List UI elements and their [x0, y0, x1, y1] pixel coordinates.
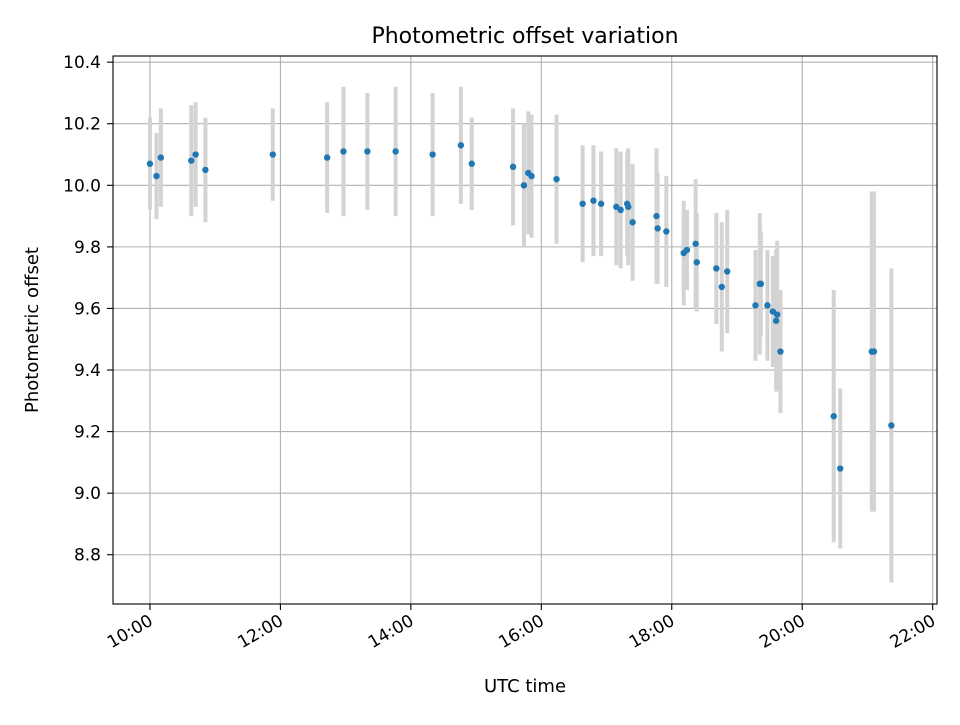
data-point: [269, 151, 276, 158]
data-point: [509, 163, 517, 171]
data-point: [520, 182, 528, 189]
data-point: [202, 166, 209, 174]
data-point: [752, 302, 759, 309]
y-tick-label: 10.0: [63, 176, 101, 196]
data-point: [764, 302, 771, 309]
data-point: [625, 203, 632, 211]
data-point: [157, 154, 165, 161]
data-point: [653, 212, 660, 220]
y-tick-label: 8.8: [74, 546, 101, 566]
data-point: [590, 197, 597, 204]
data-point: [654, 225, 661, 232]
data-point: [579, 200, 586, 207]
data-point: [457, 142, 465, 149]
data-point: [837, 465, 844, 472]
data-point: [617, 206, 624, 214]
data-point: [683, 246, 691, 254]
x-axis-label: UTC time: [484, 676, 566, 697]
data-point: [553, 175, 560, 183]
plot-frame: [112, 55, 938, 605]
data-point: [718, 283, 725, 291]
data-point: [774, 311, 781, 318]
data-point: [723, 268, 731, 275]
data-point: [888, 422, 895, 429]
data-point: [663, 228, 670, 235]
data-point: [597, 200, 605, 207]
y-tick-label: 10.2: [63, 115, 101, 135]
data-point: [692, 240, 699, 247]
data-point: [188, 157, 195, 164]
data-point: [153, 172, 160, 180]
y-tick-label: 9.4: [74, 361, 101, 381]
data-point: [757, 280, 765, 288]
data-point: [468, 160, 475, 167]
point-layer: [146, 142, 895, 472]
y-tick-label: 9.0: [74, 484, 101, 504]
data-point: [713, 265, 720, 272]
data-point: [772, 317, 780, 324]
data-point: [392, 148, 399, 155]
data-point: [777, 348, 784, 355]
data-point: [340, 148, 347, 155]
chart-title: Photometric offset variation: [371, 24, 678, 49]
data-point: [528, 172, 535, 180]
data-point: [429, 151, 436, 158]
y-axis-label: Photometric offset: [22, 247, 43, 413]
data-point: [693, 259, 700, 266]
data-point: [192, 151, 199, 158]
y-tick-label: 10.4: [63, 53, 101, 73]
data-point: [323, 154, 331, 161]
data-point: [146, 160, 154, 167]
y-tick-label: 9.8: [74, 238, 101, 258]
y-tick-label: 9.6: [74, 299, 101, 319]
data-point: [870, 348, 878, 355]
data-point: [629, 219, 636, 226]
data-point: [364, 148, 371, 155]
y-tick-label: 9.2: [74, 423, 101, 443]
data-point: [830, 413, 837, 420]
